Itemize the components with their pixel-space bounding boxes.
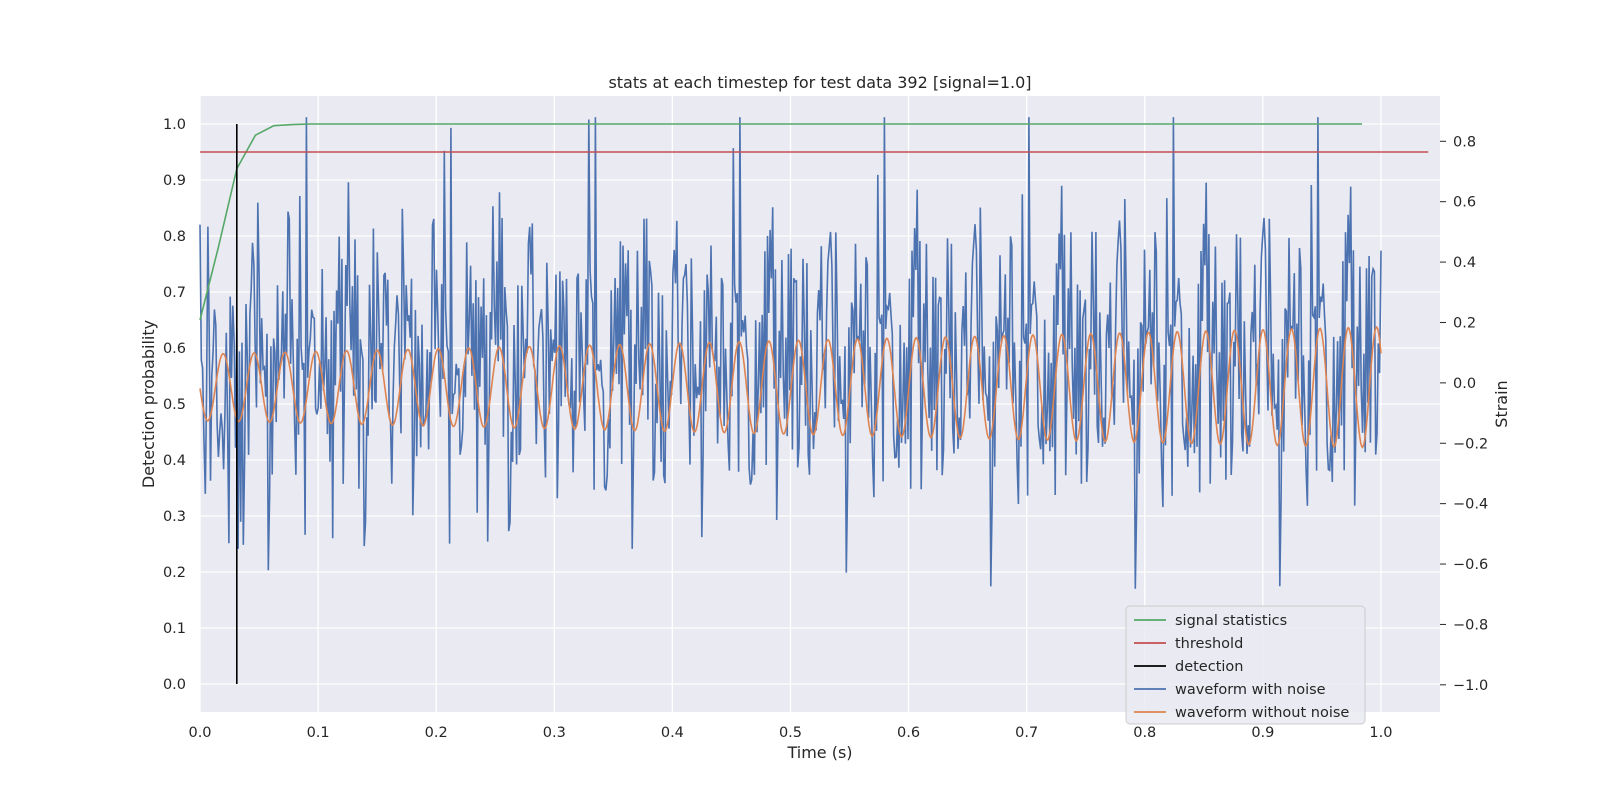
y-tick-label: 0.9 <box>163 173 186 189</box>
x-tick-label: 0.2 <box>425 725 448 741</box>
y2-axis-ticks: −1.0 −0.8 −0.6 −0.4 −0.2 0.0 0.2 0.4 0.6 0.8 <box>1440 134 1488 694</box>
x-tick-label: 0.1 <box>307 725 330 741</box>
chart-title: stats at each timestep for test data 392… <box>608 73 1031 92</box>
x-tick-label: 0.3 <box>543 725 566 741</box>
y-tick-label: 1.0 <box>163 117 186 133</box>
y-axis-label: Detection probability <box>139 320 158 488</box>
x-tick-label: 0.0 <box>188 725 211 741</box>
y2-axis-label: Strain <box>1492 380 1511 427</box>
legend-entry: waveform with noise <box>1175 682 1326 698</box>
x-axis-ticks: 0.0 0.1 0.2 0.3 0.4 0.5 0.6 0.7 0.8 0.9 1.0 <box>188 725 1392 741</box>
y-tick-label: 0.8 <box>163 229 186 245</box>
y2-tick-label: −0.2 <box>1453 436 1488 452</box>
x-tick-label: 0.8 <box>1133 725 1156 741</box>
x-axis-label: Time (s) <box>786 743 852 762</box>
legend-entry: detection <box>1175 659 1243 675</box>
y2-tick-label: −1.0 <box>1453 678 1488 694</box>
y2-tick-label: 0.8 <box>1453 134 1476 150</box>
signal-statistics-line <box>199 123 1363 321</box>
y2-tick-label: 0.4 <box>1453 255 1476 271</box>
y-axis-ticks: 0.0 0.1 0.2 0.3 0.4 0.5 0.6 0.7 0.8 0.9 1.0 <box>163 117 186 693</box>
y-tick-label: 0.5 <box>163 397 186 413</box>
y-tick-label: 0.0 <box>163 677 186 693</box>
waveform-with-noise-line <box>199 117 1382 589</box>
y2-tick-label: −0.6 <box>1453 557 1488 573</box>
x-tick-label: 0.6 <box>897 725 920 741</box>
x-tick-label: 0.4 <box>661 725 684 741</box>
y2-tick-label: 0.2 <box>1453 315 1476 331</box>
y-tick-label: 0.6 <box>163 341 186 357</box>
y-tick-label: 0.4 <box>163 453 186 469</box>
y2-tick-label: −0.4 <box>1453 497 1488 513</box>
y-tick-label: 0.1 <box>163 621 186 637</box>
x-tick-label: 1.0 <box>1369 725 1392 741</box>
legend-entry: waveform without noise <box>1175 705 1349 721</box>
y2-tick-label: 0.0 <box>1453 376 1476 392</box>
y-tick-label: 0.2 <box>163 565 186 581</box>
x-tick-label: 0.5 <box>779 725 802 741</box>
y2-tick-label: −0.8 <box>1453 617 1488 633</box>
legend-entry: threshold <box>1175 636 1243 652</box>
y-tick-label: 0.3 <box>163 509 186 525</box>
legend-box <box>1125 605 1366 725</box>
data-lines <box>199 117 1429 684</box>
legend-entry: signal statistics <box>1175 613 1287 629</box>
y2-tick-label: 0.6 <box>1453 195 1476 211</box>
x-tick-label: 0.9 <box>1251 725 1274 741</box>
y-tick-label: 0.7 <box>163 285 186 301</box>
x-tick-label: 0.7 <box>1015 725 1038 741</box>
legend: signal statistics threshold detection wavef… <box>1125 605 1366 725</box>
waveform-without-noise-line <box>199 325 1382 449</box>
